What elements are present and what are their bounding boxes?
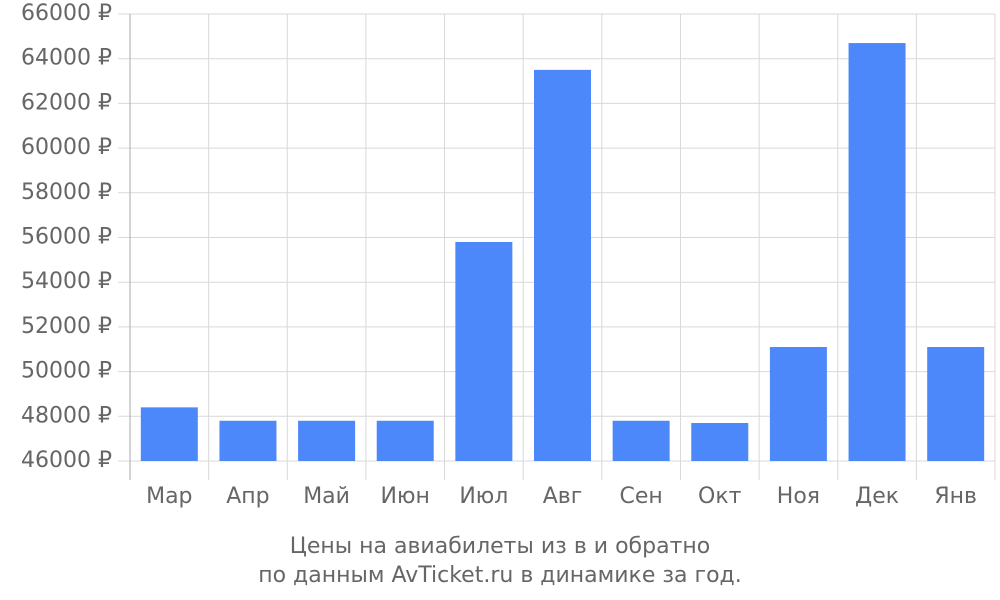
- x-tick-label: Ноя: [777, 484, 820, 509]
- y-tick-label: 64000 ₽: [21, 46, 112, 71]
- x-tick-label: Дек: [855, 484, 899, 509]
- bar: [455, 241, 513, 461]
- bar: [848, 43, 906, 462]
- y-tick-label: 52000 ₽: [21, 314, 112, 339]
- chart-subtitle: по данным AvTicket.ru в динамике за год.: [258, 563, 742, 588]
- y-tick-label: 48000 ₽: [21, 403, 112, 428]
- chart-title: Цены на авиабилеты из в и обратно: [290, 534, 710, 559]
- y-tick-label: 58000 ₽: [21, 180, 112, 205]
- x-tick-label: Апр: [226, 484, 269, 509]
- y-tick-label: 62000 ₽: [21, 90, 112, 115]
- x-tick-label: Июл: [459, 484, 508, 509]
- x-tick-label: Сен: [619, 484, 662, 509]
- y-tick-label: 66000 ₽: [21, 1, 112, 26]
- bar: [691, 423, 749, 461]
- bar: [298, 420, 356, 461]
- y-tick-label: 56000 ₽: [21, 225, 112, 250]
- x-tick-label: Мар: [146, 484, 192, 509]
- bar: [534, 69, 591, 461]
- y-tick-label: 54000 ₽: [21, 269, 112, 294]
- y-tick-label: 50000 ₽: [21, 359, 112, 384]
- bar: [140, 407, 198, 461]
- x-tick-label: Окт: [698, 484, 742, 509]
- bar: [927, 347, 985, 461]
- bar: [219, 420, 277, 461]
- y-tick-label: 60000 ₽: [21, 135, 112, 160]
- x-tick-label: Май: [303, 484, 350, 509]
- bar: [769, 347, 827, 461]
- x-tick-label: Авг: [543, 484, 583, 509]
- bar: [612, 420, 670, 461]
- x-tick-label: Июн: [381, 484, 430, 509]
- bar: [376, 420, 434, 461]
- y-tick-label: 46000 ₽: [21, 448, 112, 473]
- x-tick-label: Янв: [934, 484, 977, 509]
